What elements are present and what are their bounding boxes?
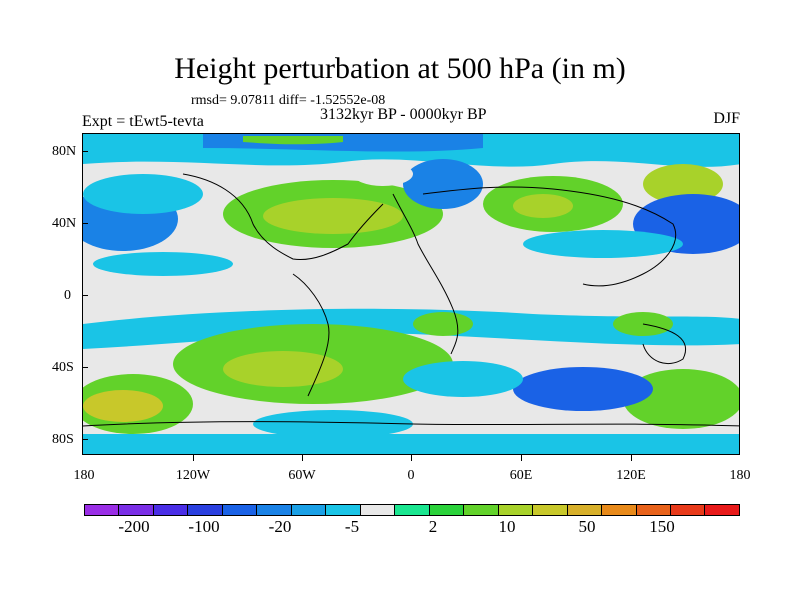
lon-label-180e: 180 [729, 468, 751, 483]
lat-label-80s: 80S [52, 432, 74, 447]
lon-tick [631, 455, 632, 461]
colorbar-label: -5 [344, 517, 360, 536]
colorbar-label: -20 [268, 517, 292, 536]
colorbar-label: 2 [428, 517, 438, 536]
lat-tick [82, 367, 88, 368]
colorbar-swatch [85, 505, 120, 515]
colorbar-swatch [429, 505, 465, 515]
colorbar-label: 10 [498, 517, 516, 536]
lon-label-120w: 120W [175, 468, 211, 483]
lon-label-60e: 60E [509, 468, 533, 483]
colorbar-swatch [291, 505, 327, 515]
map-panel [82, 133, 740, 455]
lat-tick [82, 223, 88, 224]
colorbar-swatch [498, 505, 534, 515]
lat-tick [82, 439, 88, 440]
map-title: Height perturbation at 500 hPa (in m) [174, 52, 626, 85]
lat-label-0: 0 [64, 288, 71, 303]
colorbar-swatch [360, 505, 396, 515]
colorbar-swatch [153, 505, 189, 515]
lon-label-120e: 120E [616, 468, 646, 483]
lon-label-60w: 60W [288, 468, 316, 483]
season-label: DJF [713, 110, 740, 127]
lon-label-180w: 180 [73, 468, 95, 483]
colorbar-swatch [636, 505, 671, 515]
lat-label-80n: 80N [52, 144, 77, 159]
lon-tick [521, 455, 522, 461]
lon-tick [193, 455, 194, 461]
lon-tick [302, 455, 303, 461]
lon-tick [411, 455, 412, 461]
colorbar-swatch [395, 505, 430, 515]
colorbar-swatch [326, 505, 361, 515]
period-label: 3132kyr BP - 0000kyr BP [320, 106, 487, 123]
colorbar-label: -200 [118, 517, 150, 536]
colorbar-label: 50 [578, 517, 596, 536]
lat-tick [82, 151, 88, 152]
contour-field [83, 134, 739, 454]
colorbar-swatch [464, 505, 499, 515]
lat-tick [82, 295, 88, 296]
lon-label-0: 0 [407, 468, 415, 483]
colorbar-swatch [705, 505, 739, 515]
lat-label-40s: 40S [52, 360, 74, 375]
colorbar-label: -100 [188, 517, 220, 536]
colorbar-swatch [567, 505, 603, 515]
colorbar-swatch [533, 505, 568, 515]
lat-label-40n: 40N [52, 216, 77, 231]
colorbar-swatch [602, 505, 637, 515]
colorbar-label: 150 [649, 517, 675, 536]
colorbar [84, 504, 740, 516]
experiment-label: Expt = tEwt5-tevta [82, 113, 204, 130]
colorbar-swatch [119, 505, 154, 515]
colorbar-swatch [257, 505, 292, 515]
colorbar-swatch [222, 505, 258, 515]
colorbar-swatch [188, 505, 223, 515]
colorbar-swatch [670, 505, 706, 515]
stats-label: rmsd= 9.07811 diff= -1.52552e-08 [191, 93, 386, 108]
